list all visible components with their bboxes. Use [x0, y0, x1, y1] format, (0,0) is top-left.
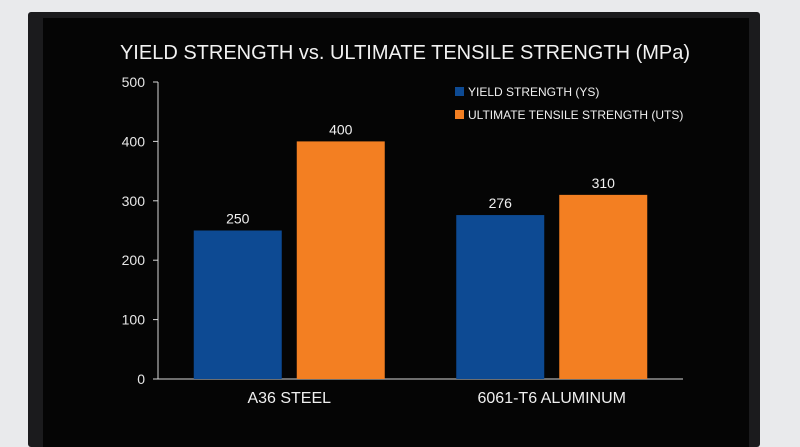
data-label: 400 — [329, 121, 353, 137]
legend-swatch — [455, 110, 464, 119]
x-category-label: A36 STEEL — [247, 390, 331, 407]
y-tick-label: 200 — [122, 252, 146, 268]
legend-swatch — [455, 87, 464, 96]
y-tick-label: 500 — [122, 74, 146, 90]
data-label: 276 — [489, 195, 513, 211]
legend: YIELD STRENGTH (YS) ULTIMATE TENSILE STRE… — [455, 85, 683, 122]
y-tick-label: 0 — [137, 371, 145, 387]
y-tick-label: 300 — [122, 193, 146, 209]
chart-title: YIELD STRENGTH vs. ULTIMATE TENSILE STRE… — [120, 42, 690, 64]
y-tick-label: 400 — [122, 133, 146, 149]
axes: 0 100 200 300 400 500 A36 STEEL 6061-T6 ALUMINU… — [122, 74, 683, 407]
data-label: 250 — [226, 211, 250, 227]
bar-uts-0 — [296, 141, 385, 379]
x-category-label: 6061-T6 ALUMINUM — [478, 390, 627, 407]
bar-ys-1 — [456, 215, 545, 379]
legend-label: YIELD STRENGTH (YS) — [468, 85, 599, 99]
data-label: 310 — [592, 175, 616, 191]
bar-ys-0 — [193, 230, 282, 379]
bars: 250 400 276 310 — [193, 121, 648, 379]
legend-label: ULTIMATE TENSILE STRENGTH (UTS) — [468, 108, 683, 122]
bar-uts-1 — [559, 194, 648, 379]
y-tick-label: 100 — [122, 312, 146, 328]
